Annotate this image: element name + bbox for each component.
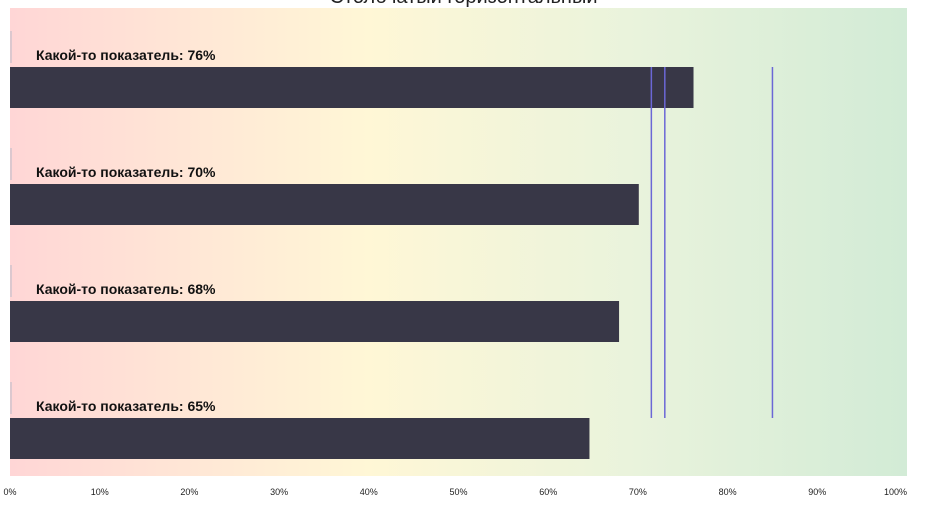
- bar: [10, 301, 620, 342]
- x-tick-label: 30%: [270, 487, 288, 497]
- x-tick-label: 50%: [449, 487, 467, 497]
- x-tick-label: 0%: [3, 487, 16, 497]
- x-tick-label: 20%: [180, 487, 198, 497]
- x-tick-label: 100%: [884, 487, 907, 497]
- x-tick-label: 80%: [719, 487, 737, 497]
- bar: [10, 418, 590, 459]
- bar-label: Какой-то показатель: 68%: [36, 281, 216, 297]
- bar-label: Какой-то показатель: 65%: [36, 398, 216, 414]
- chart-title: Столбчатый горизонтальный: [0, 0, 927, 8]
- bar: [10, 184, 639, 225]
- x-tick-label: 60%: [539, 487, 557, 497]
- x-tick-label: 40%: [360, 487, 378, 497]
- x-tick-label: 70%: [629, 487, 647, 497]
- x-tick-label: 10%: [91, 487, 109, 497]
- bar: [10, 67, 694, 108]
- x-tick-label: 90%: [808, 487, 826, 497]
- bar-label: Какой-то показатель: 76%: [36, 47, 216, 63]
- bar-label: Какой-то показатель: 70%: [36, 164, 216, 180]
